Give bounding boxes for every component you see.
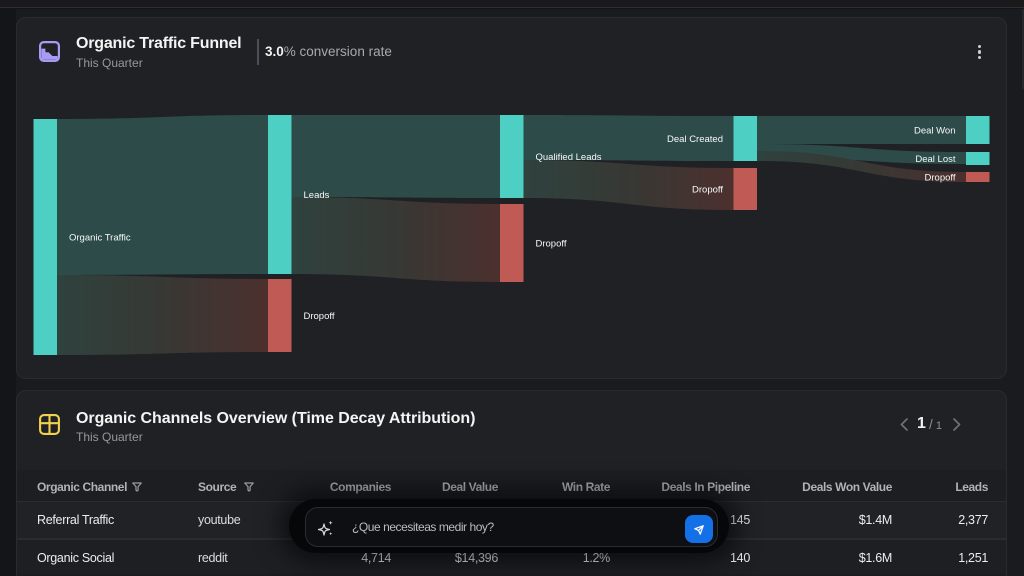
svg-text:Deal Won: Deal Won: [914, 126, 956, 137]
svg-text:Organic Traffic: Organic Traffic: [69, 233, 131, 244]
svg-text:Dropoff: Dropoff: [692, 185, 723, 196]
svg-text:Deal Lost: Deal Lost: [915, 154, 955, 165]
svg-text:Dropoff: Dropoff: [925, 173, 956, 184]
svg-text:Deal Created: Deal Created: [667, 134, 723, 145]
svg-text:Dropoff: Dropoff: [304, 311, 335, 322]
svg-text:Dropoff: Dropoff: [536, 239, 567, 250]
svg-text:Qualified Leads: Qualified Leads: [536, 152, 602, 163]
svg-text:Leads: Leads: [304, 190, 330, 201]
